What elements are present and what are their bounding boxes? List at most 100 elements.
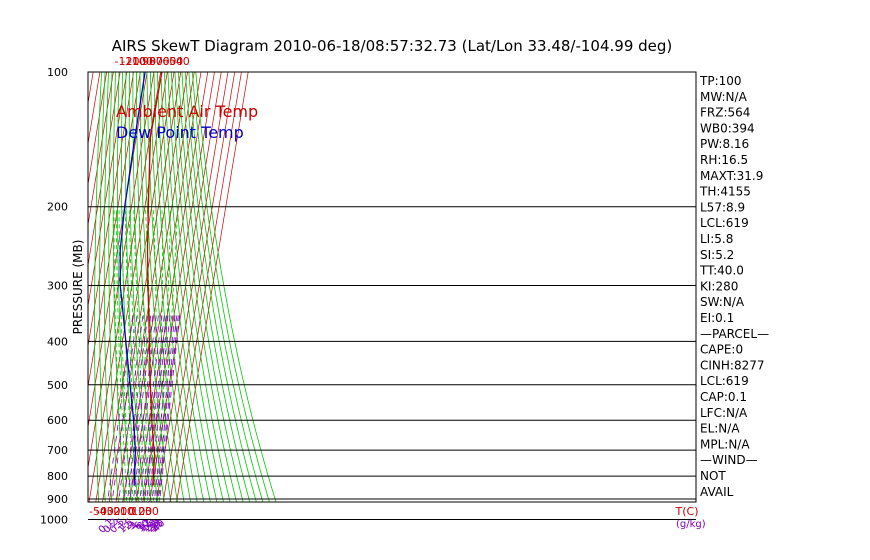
stat-item: LCL:619 [700,216,749,230]
dry-adiabat-line [146,72,185,502]
top-temp-tick-label: -50 [165,55,183,68]
dry-adiabat-line [153,72,198,502]
pressure-tick-label: 900 [47,493,68,506]
stat-item: LFC:N/A [700,406,748,420]
dry-adiabat-line [139,72,172,502]
mixing-ratio-line [157,315,179,502]
dry-adiabat-line [167,72,224,502]
dry-adiabat-line [94,72,102,502]
dry-adiabat-line [160,72,211,502]
stat-item: MAXT:31.9 [700,169,763,183]
ambient-temp-line [146,72,163,486]
bottom-temp-tick-label: -20 [109,505,127,518]
moist-adiabat-line [150,206,157,502]
dry-adiabat-line [132,72,159,502]
stat-item: FRZ:564 [700,106,750,120]
top-temp-tick-label: -100 [128,55,153,68]
bottom-temp-tick-label: -50 [89,505,107,518]
moist-adiabat-line [138,206,147,502]
stat-item: WB0:394 [700,121,755,135]
isotherm-line [115,72,188,502]
isotherm-line [156,72,229,502]
stat-item: —WIND— [700,453,758,467]
dry-adiabat-line [112,72,126,502]
isotherm-line [122,72,195,502]
chart-title: AIRS SkewT Diagram 2010-06-18/08:57:32.7… [112,37,673,55]
stat-item: EI:0.1 [700,311,734,325]
isotherm-line [169,72,242,502]
dry-adiabat-line [195,72,277,502]
isotherm-line [142,72,215,502]
pressure-tick-label: 1000 [40,514,68,527]
dry-adiabat-line [178,72,244,502]
dry-adiabat-line [184,72,257,502]
top-temp-tick-label: -110 [121,55,146,68]
isotherm-line [88,72,121,268]
moist-adiabat-line [118,206,131,502]
isotherm-line [88,72,134,349]
stat-item: SW:N/A [700,295,745,309]
stat-item: MW:N/A [700,90,748,104]
pressure-tick-label: 700 [47,444,68,457]
isotherm-line [95,72,168,502]
moist-adiabat-line [128,206,140,502]
bottom-temp-tick-label: 30 [145,505,159,518]
stat-item: EL:N/A [700,422,740,436]
dry-adiabat-line [171,72,231,502]
top-temp-tick-label: -70 [152,55,170,68]
stat-item: —PARCEL— [700,327,769,341]
isotherm-line [162,72,236,502]
stat-item: CAPE:0 [700,343,743,357]
bottom-temp-tick-label: 0 [128,505,135,518]
top-temp-tick-label: -80 [145,55,163,68]
moist-adiabat-line [121,206,134,502]
y-axis-label: PRESSURE (MB) [71,240,85,335]
dry-adiabat-line [191,72,270,502]
stat-item: CINH:8277 [700,358,765,372]
stat-item: NOT [700,469,726,483]
moist-adiabat-line [155,206,171,502]
pressure-tick-label: 300 [47,280,68,293]
pressure-tick-label: 100 [47,66,68,79]
isotherm-line [88,72,128,308]
stat-item: LCL:619 [700,374,749,388]
top-temp-tick-label: -60 [158,55,176,68]
series-layer [119,72,163,486]
stat-item: KI:280 [700,279,738,293]
dry-adiabat-line [121,72,139,502]
stat-item: RH:16.5 [700,153,748,167]
bottom-temp-tick-label: -10 [116,505,134,518]
stat-item: CAP:0.1 [700,390,747,404]
top-temp-tick-label: -40 [172,55,190,68]
top-temp-tick-label: -120 [115,55,140,68]
isotherm-line [176,72,249,502]
dry-adiabat-line [103,72,113,502]
dry-adiabat-line [181,72,251,502]
moist-adiabat-line [145,206,152,502]
bottom-temp-tick-label: -30 [102,505,120,518]
pressure-tick-label: 200 [47,201,68,214]
dry-adiabat-line [150,72,192,502]
isotherm-line [88,72,161,502]
stat-item: PW:8.16 [700,137,749,151]
isotherm-line [88,72,108,187]
stat-item: MPL:N/A [700,437,750,451]
isotherm-line [102,72,175,502]
pressure-tick-label: 400 [47,335,68,348]
stat-item: TT:40.0 [699,264,744,278]
dry-adiabat-line [99,72,106,502]
stat-item: TP:100 [699,74,742,88]
mixing-ratio-unit-label: (g/kg) [676,519,706,530]
grid-layer [88,72,277,502]
pressure-tick-label: 500 [47,379,68,392]
isotherm-line [88,72,141,389]
isotherm-line [135,72,209,502]
stat-item: AVAIL [700,485,734,499]
pressure-tick-label: 600 [47,414,68,427]
dry-adiabat-line [164,72,218,502]
isotherm-line [88,72,114,227]
legend-dewpoint: Dew Point Temp [116,123,244,142]
dry-adiabat-line [174,72,238,502]
